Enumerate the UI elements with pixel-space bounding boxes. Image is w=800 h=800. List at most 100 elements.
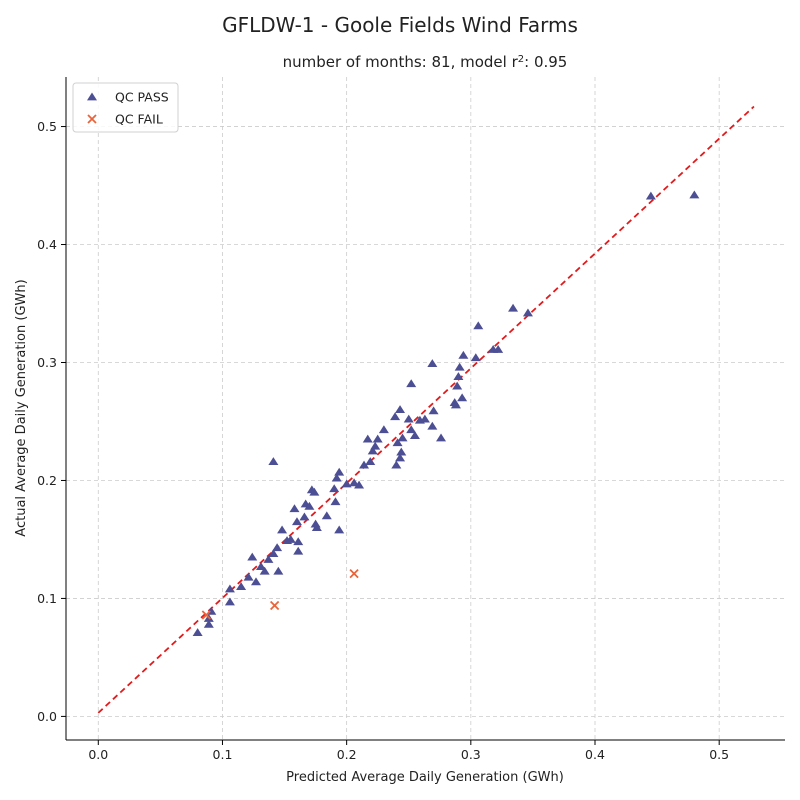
qc-pass-point: [236, 582, 247, 591]
qc-pass-point: [334, 467, 345, 476]
x-tick-label: 0.1: [213, 747, 233, 762]
qc-pass-point: [272, 543, 283, 552]
qc-pass-point: [250, 577, 261, 586]
data-points: [192, 190, 700, 637]
qc-pass-point: [454, 362, 465, 371]
x-tick-label: 0.4: [585, 747, 605, 762]
qc-pass-point: [334, 525, 345, 534]
cross-stroke: [87, 114, 97, 124]
axes: 0.0 0.1 0.2 0.3 0.4 0.5 0.0 0.1 0.2 0.3 0.4 0.5: [37, 77, 785, 762]
qc-pass-point: [428, 406, 439, 415]
grid: [66, 77, 785, 740]
legend-triangle-icon: [87, 92, 97, 101]
qc-pass-point: [370, 441, 381, 450]
qc-pass-point: [645, 191, 656, 200]
qc-pass-point: [291, 517, 302, 526]
qc-pass-point: [403, 414, 414, 423]
qc-pass-point: [450, 400, 461, 409]
x-axis-label: Predicted Average Daily Generation (GWh): [286, 770, 564, 785]
qc-pass-point: [285, 534, 296, 543]
qc-pass-point: [354, 480, 365, 489]
qc-pass-point: [470, 353, 481, 362]
qc-pass-point: [224, 584, 235, 593]
qc-pass-point: [224, 597, 235, 606]
qc-pass-point: [395, 405, 406, 414]
qc-pass-point: [372, 434, 383, 443]
qc-fail-point: [201, 610, 211, 620]
fit-line-group: [97, 105, 755, 714]
qc-pass-point: [493, 345, 504, 353]
legend-label: QC FAIL: [115, 112, 163, 127]
qc-pass-point: [273, 566, 284, 575]
y-tick-label: 0.1: [37, 591, 57, 606]
qc-pass-point: [255, 562, 266, 570]
qc-pass-point: [268, 549, 279, 557]
y-axis-label: Actual Average Daily Generation (GWh): [14, 279, 29, 536]
qc-pass-point: [436, 433, 447, 442]
qc-pass-point: [365, 457, 376, 465]
qc-pass-point: [367, 446, 378, 455]
qc-pass-point: [341, 479, 352, 488]
legend-box: [72, 82, 179, 133]
qc-pass-point: [452, 381, 463, 390]
chart-subtitle: number of months: 81, model r2: 0.95: [283, 53, 568, 71]
y-tick-label: 0.0: [37, 709, 57, 724]
fit-line: [97, 105, 755, 714]
qc-pass-point: [277, 525, 288, 534]
y-tick-label: 0.5: [37, 119, 57, 134]
qc-pass-point: [427, 421, 438, 430]
qc-pass-point: [299, 512, 310, 521]
qc-pass-point: [309, 487, 320, 496]
qc-pass-point: [458, 350, 469, 359]
qc-pass-point: [508, 303, 519, 312]
legend-cross-icon: [87, 114, 97, 124]
legend: QC PASS QC FAIL: [72, 82, 179, 133]
qc-pass-point: [395, 453, 406, 462]
cross-stroke: [349, 569, 359, 579]
qc-pass-point: [331, 473, 342, 482]
qc-pass-point: [378, 425, 389, 434]
qc-pass-point: [392, 438, 403, 447]
qc-pass-point: [330, 497, 341, 506]
qc-pass-point: [243, 572, 254, 581]
qc-pass-point: [293, 546, 304, 555]
qc-pass-point: [473, 321, 484, 330]
qc-pass-point: [321, 511, 332, 520]
qc-pass-point: [453, 372, 464, 381]
y-tick-label: 0.3: [37, 355, 57, 370]
x-tick-label: 0.5: [709, 747, 729, 762]
x-tick-label: 0.2: [337, 747, 357, 762]
qc-pass-point: [427, 359, 438, 368]
qc-pass-point: [391, 460, 402, 469]
y-tick-label: 0.2: [37, 473, 57, 488]
qc-pass-point: [689, 190, 700, 199]
qc-pass-point: [263, 555, 274, 563]
qc-pass-point: [390, 412, 401, 421]
qc-pass-point: [247, 552, 258, 561]
cross-stroke: [201, 610, 211, 620]
qc-pass-point: [457, 393, 468, 402]
qc-pass-point: [362, 434, 373, 443]
qc-pass-point: [268, 457, 279, 465]
subtitle-prefix: number of months: 81, model r: [283, 53, 519, 71]
qc-pass-point: [329, 484, 340, 493]
qc-fail-point: [349, 569, 359, 579]
qc-pass-point: [397, 433, 408, 442]
x-tick-label: 0.0: [88, 747, 108, 762]
legend-label: QC PASS: [115, 90, 169, 105]
qc-pass-point: [359, 460, 370, 469]
qc-pass-point: [409, 431, 420, 440]
qc-pass-point: [203, 619, 214, 628]
qc-pass-point: [293, 537, 304, 546]
qc-pass-point: [419, 414, 430, 423]
qc-pass-point: [289, 504, 300, 513]
x-tick-label: 0.3: [461, 747, 481, 762]
qc-fail-point: [269, 600, 280, 611]
y-tick-label: 0.4: [37, 237, 57, 252]
qc-pass-point: [259, 566, 270, 575]
qc-pass-point: [311, 523, 322, 532]
qc-pass-point: [192, 628, 203, 637]
qc-pass-point: [522, 308, 533, 317]
subtitle-superscript: 2: [518, 54, 524, 65]
